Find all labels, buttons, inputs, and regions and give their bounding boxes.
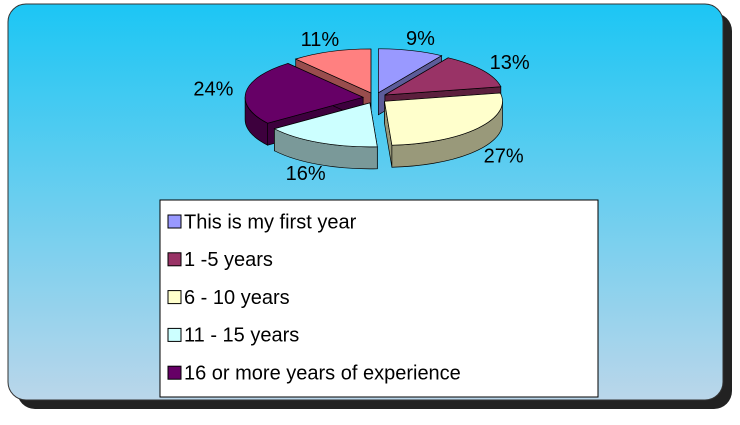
legend-swatch xyxy=(167,365,182,380)
legend-swatch xyxy=(167,290,182,305)
data-label: 9% xyxy=(406,28,435,50)
data-label: 16% xyxy=(286,163,326,185)
legend-box xyxy=(159,199,599,398)
data-label: 11% xyxy=(301,29,340,51)
legend-swatch xyxy=(167,327,182,342)
legend-label: 11 - 15 years xyxy=(184,325,299,347)
data-label: 13% xyxy=(490,52,530,74)
legend-label: 6 - 10 years xyxy=(184,287,290,309)
data-label: 27% xyxy=(484,145,524,167)
legend-label: 16 or more years of experience xyxy=(184,362,461,384)
slice xyxy=(384,92,503,146)
pie: 9% 13% 27% 16% 24% 11% xyxy=(193,28,529,185)
legend-label: This is my first year xyxy=(184,211,357,233)
slice xyxy=(294,48,372,94)
slice xyxy=(273,102,378,148)
slice xyxy=(377,48,443,94)
slice xyxy=(244,63,365,124)
slice xyxy=(384,57,502,96)
data-label: 24% xyxy=(193,79,233,101)
legend-swatch xyxy=(167,252,182,267)
legend-label: 1 -5 years xyxy=(184,249,273,271)
legend: This is my first year 1 -5 years 6 - 10 ye… xyxy=(167,211,461,384)
legend-swatch xyxy=(167,214,182,229)
